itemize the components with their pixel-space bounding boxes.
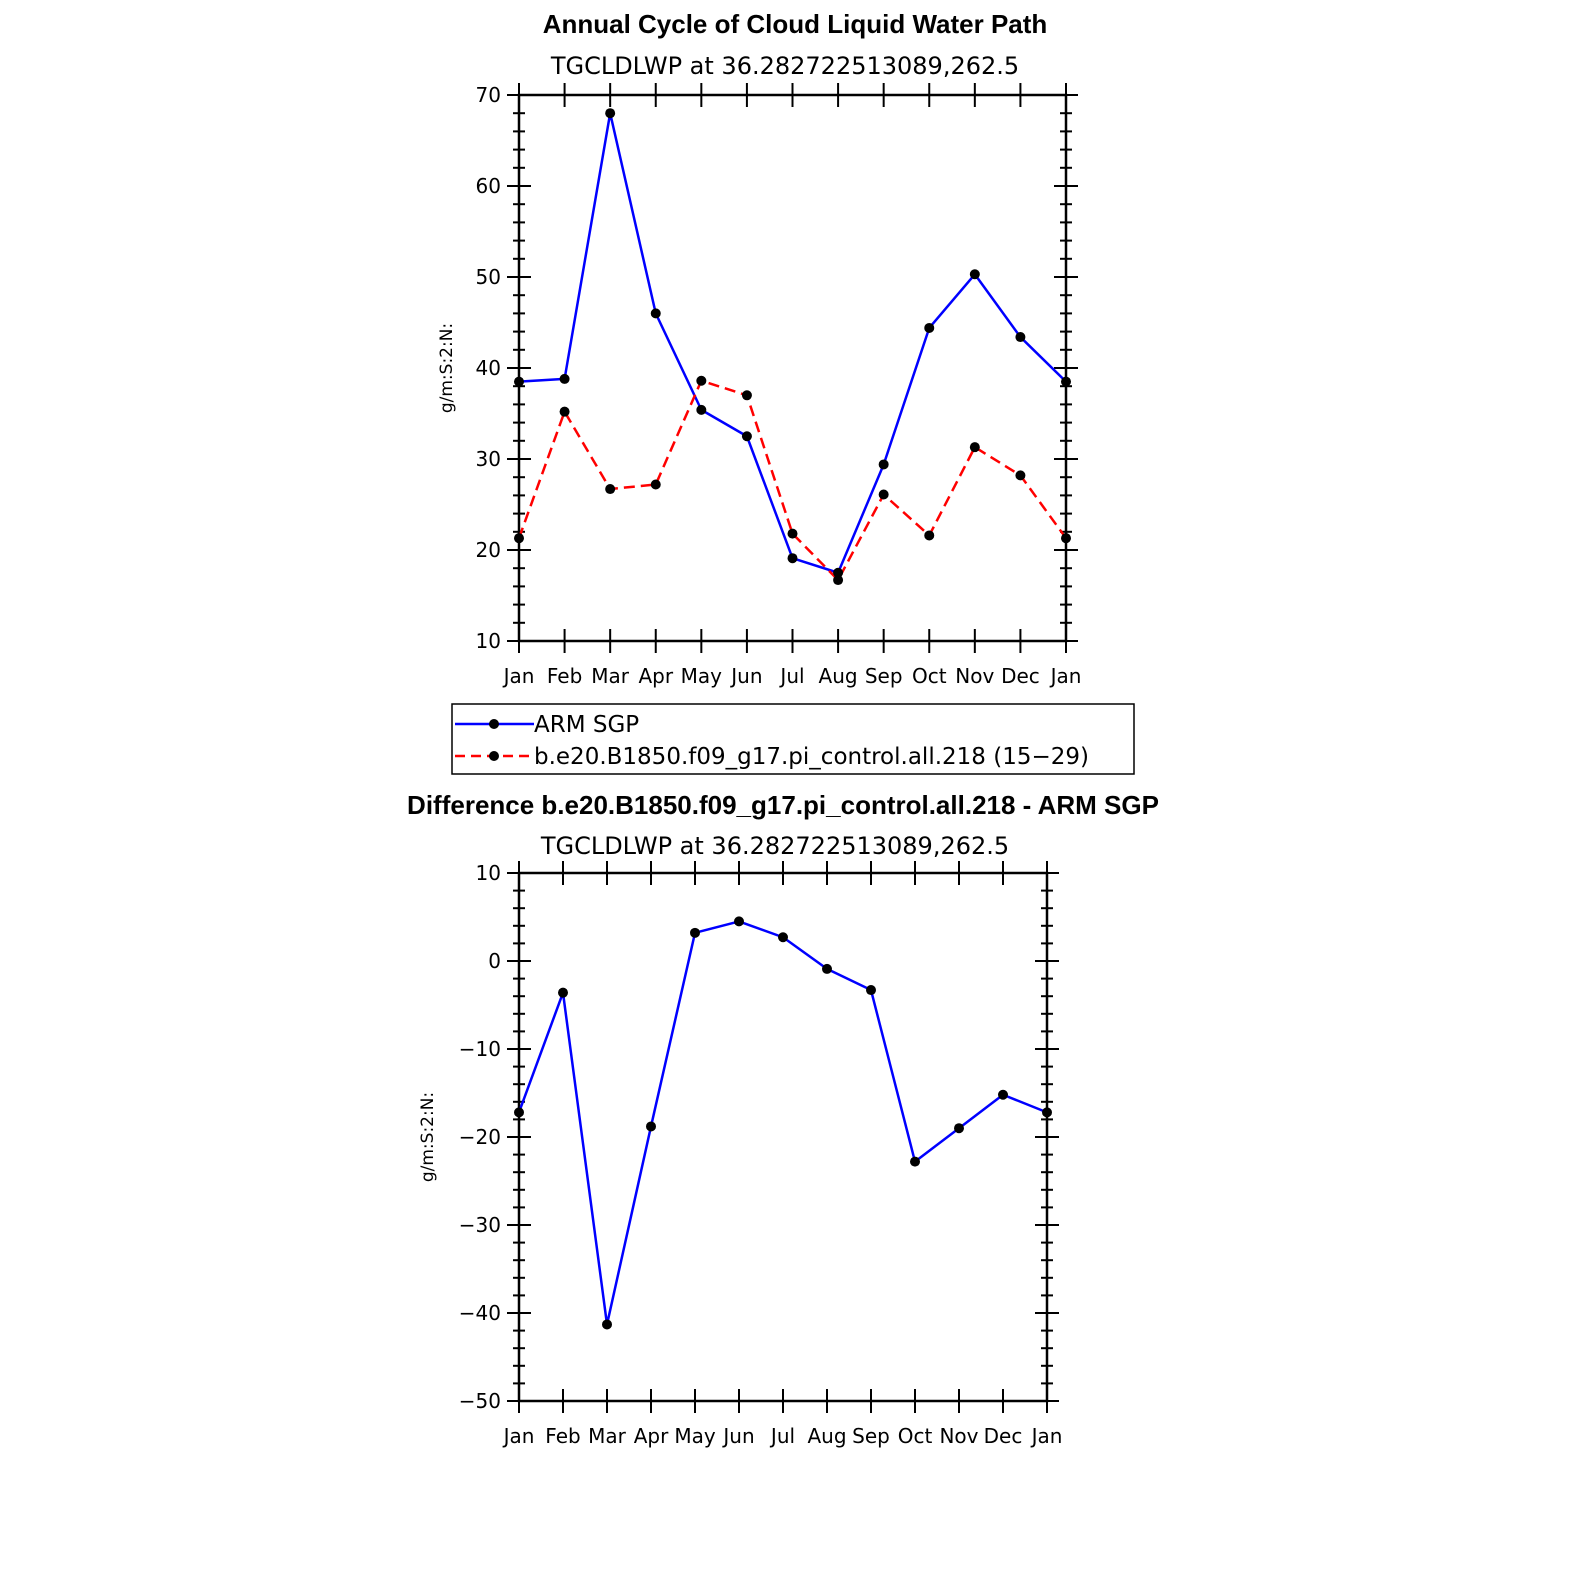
chart2-y-tick-label: −20	[459, 1125, 501, 1149]
chart1-series-2-point	[741, 390, 752, 401]
chart1-plot-area: 10 20 30 40 50 60 70 Jan Feb Mar Apr May Jun Jul Aug Se…	[476, 83, 1082, 688]
chart2-x-tick-label: Dec	[984, 1424, 1023, 1448]
chart1-x-tick-label: Dec	[1001, 664, 1040, 688]
chart1-series-1-point	[833, 567, 844, 578]
chart1-series-1-point	[741, 431, 752, 442]
legend-label-model: b.e20.B1850.f09_g17.pi_control.all.218 (…	[534, 744, 1089, 770]
chart2-series-1-point	[690, 927, 700, 938]
chart1-y-tick-label: 60	[476, 174, 501, 198]
chart1-y-tick-label: 40	[476, 356, 501, 380]
chart1-series-1-point	[969, 269, 980, 280]
chart2-y-tick-label: 0	[488, 949, 501, 973]
chart1-y-axis-label: g/m:S:2:N:	[437, 323, 457, 413]
chart1-series-2-point	[787, 528, 798, 539]
chart2-x-tick-label: Jun	[721, 1424, 754, 1448]
chart1-series-2-point	[1015, 470, 1026, 481]
chart1-y-tick-label: 50	[476, 265, 501, 289]
chart2-x-tick-label: Jan	[502, 1424, 535, 1448]
chart1-y-tick-label: 10	[476, 629, 501, 653]
chart2-frame	[517, 871, 1049, 1403]
legend-swatch-marker-model	[489, 751, 499, 761]
chart1-y-tick-label: 30	[476, 447, 501, 471]
legend-label-arm-sgp: ARM SGP	[534, 712, 639, 738]
chart1-y-tick-label: 20	[476, 538, 501, 562]
chart1-series-2-point	[514, 533, 524, 544]
legend-swatch-marker-arm-sgp	[489, 719, 499, 729]
chart2-title: Difference b.e20.B1850.f09_g17.pi_contro…	[407, 790, 1159, 820]
chart1-series-1-point	[1061, 376, 1071, 387]
chart2-x-tick-label: Jul	[769, 1424, 795, 1448]
legend-box	[451, 703, 1135, 775]
chart1-subtitle: TGCLDLWP at 36.282722513089,262.5	[550, 52, 1019, 80]
chart2-series-1-point	[822, 963, 832, 974]
chart2-plot-area: −50 −40 −30 −20 −10 0 10 Jan Feb Mar Apr May Jun Jul A…	[459, 861, 1063, 1448]
chart1-x-tick-label: Feb	[547, 664, 582, 688]
chart2-x-tick-label: Nov	[939, 1424, 978, 1448]
chart1-series-1-point	[559, 373, 570, 384]
chart2-series-1-point	[998, 1089, 1008, 1100]
chart1-series-2-point	[559, 406, 570, 417]
chart1-series-1-point	[696, 404, 707, 415]
chart2-y-axis-label: g/m:S:2:N:	[418, 1092, 438, 1182]
chart1-x-tick-label: May	[681, 664, 723, 688]
chart1-legend: ARM SGP b.e20.B1850.f09_g17.pi_control.a…	[451, 703, 1135, 775]
chart1-series-2-point	[969, 442, 980, 453]
chart2-series-1-point	[1042, 1107, 1052, 1118]
chart1-series-1-point	[878, 459, 889, 470]
chart1-x-tick-label: Nov	[955, 664, 994, 688]
chart2-x-tick-label: May	[674, 1424, 716, 1448]
chart1-x-tick-label: Jun	[729, 664, 762, 688]
chart1-series-2-line	[517, 379, 1068, 582]
chart1-series-1-point	[605, 108, 616, 119]
chart1-series-1-point	[924, 322, 935, 333]
chart2-subtitle: TGCLDLWP at 36.282722513089,262.5	[540, 832, 1009, 860]
chart2-y-tick-label: −10	[459, 1037, 501, 1061]
chart1-series-1-point	[1015, 332, 1026, 343]
chart1-x-tick-label: Jan	[1049, 664, 1082, 688]
chart1-series-2-point	[650, 479, 661, 490]
chart1-x-tick-label: Mar	[591, 664, 630, 688]
chart1-x-tick-label: Sep	[865, 664, 903, 688]
chart1-x-tick-label: Jan	[502, 664, 535, 688]
chart2-x-tick-label: Aug	[807, 1424, 846, 1448]
chart1-title: Annual Cycle of Cloud Liquid Water Path	[543, 9, 1048, 39]
chart1-series-2-point	[1061, 533, 1071, 544]
chart2-x-tick-label: Apr	[634, 1424, 669, 1448]
chart2-y-tick-label: 10	[476, 861, 501, 885]
chart2-series-1-line	[517, 920, 1048, 1326]
chart2-series-1-point	[910, 1156, 920, 1167]
chart1-x-tick-label: Jul	[778, 664, 804, 688]
chart1-y-tick-label: 70	[476, 83, 501, 107]
chart1-series-2-point	[696, 375, 707, 386]
chart1-series-2-point	[605, 484, 616, 495]
chart2-x-tick-label: Feb	[545, 1424, 580, 1448]
chart2-series-1-point	[646, 1121, 656, 1132]
chart2-x-tick-label: Mar	[588, 1424, 627, 1448]
chart1-x-tick-label: Oct	[912, 664, 947, 688]
chart1-x-tick-label: Apr	[638, 664, 673, 688]
chart2-x-tick-label: Sep	[852, 1424, 890, 1448]
chart2-x-tick-label: Jan	[1030, 1424, 1063, 1448]
chart2-series-1-point	[734, 916, 744, 927]
chart2-y-tick-label: −50	[459, 1389, 501, 1413]
chart1-series-1-point	[650, 308, 661, 319]
chart1-series-1-point	[787, 553, 798, 564]
chart2-x-tick-label: Oct	[898, 1424, 933, 1448]
chart2-series-1-point	[866, 985, 876, 996]
chart1-x-tick-label: Aug	[819, 664, 858, 688]
chart1-series-1-point	[514, 376, 524, 387]
chart2-y-tick-label: −30	[459, 1213, 501, 1237]
chart1-series-2-point	[878, 489, 889, 500]
chart2-series-1-point	[514, 1107, 524, 1118]
chart2-y-tick-label: −40	[459, 1301, 501, 1325]
chart1-series-2-point	[833, 575, 844, 586]
chart2-series-1-point	[558, 987, 568, 998]
chart2-series-1-point	[778, 932, 788, 943]
chart1-series-1-line	[518, 111, 1067, 574]
chart2-series-1-point	[602, 1319, 612, 1330]
chart2-series-1-point	[954, 1123, 964, 1134]
chart1-series-2-point	[924, 530, 935, 541]
